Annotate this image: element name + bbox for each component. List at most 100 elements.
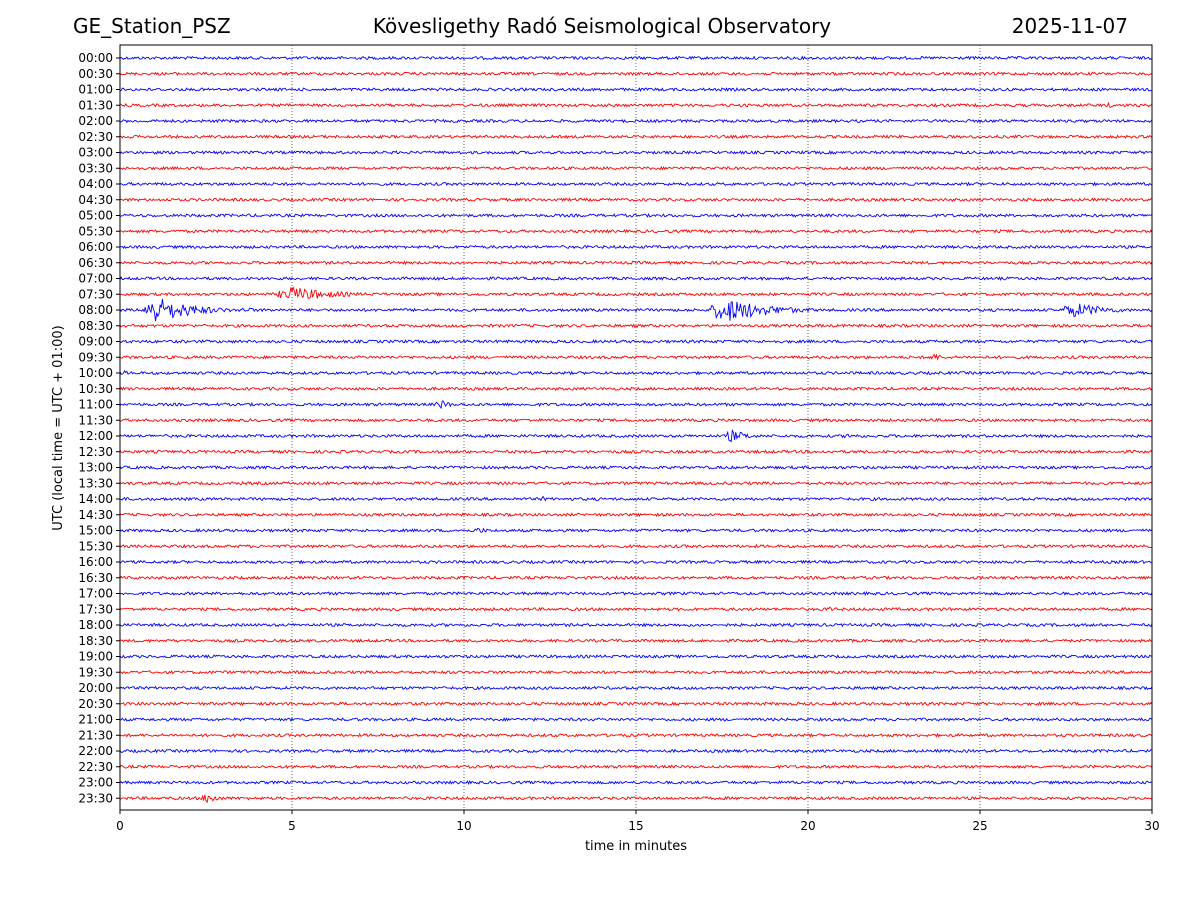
y-tick-label-09:30: 09:30 (78, 350, 113, 364)
trace-row-11:30 (119, 417, 1153, 423)
trace-row-07:00 (119, 276, 1153, 282)
trace-row-17:00 (119, 591, 1153, 597)
y-tick-label-15:00: 15:00 (78, 524, 113, 538)
y-tick-label-11:30: 11:30 (78, 413, 113, 427)
trace-row-13:30 (119, 480, 1153, 486)
y-tick-label-08:00: 08:00 (78, 303, 113, 317)
y-tick-label-22:00: 22:00 (78, 744, 113, 758)
trace-row-05:30 (119, 228, 1153, 234)
trace-row-16:30 (119, 575, 1153, 581)
trace-row-09:30 (119, 353, 1153, 361)
trace-row-21:30 (119, 732, 1153, 738)
y-tick-label-11:00: 11:00 (78, 398, 113, 412)
trace-row-02:00 (119, 118, 1153, 124)
y-tick-label-02:00: 02:00 (78, 114, 113, 128)
y-tick-label-03:00: 03:00 (78, 146, 113, 160)
y-tick-label-14:30: 14:30 (78, 508, 113, 522)
trace-row-18:00 (119, 622, 1153, 628)
trace-row-08:00 (119, 298, 1153, 322)
y-tick-label-04:00: 04:00 (78, 177, 113, 191)
y-tick-label-19:00: 19:00 (78, 650, 113, 664)
y-tick-label-02:30: 02:30 (78, 130, 113, 144)
y-tick-label-05:30: 05:30 (78, 224, 113, 238)
trace-row-23:30 (119, 794, 1153, 804)
y-tick-label-16:00: 16:00 (78, 555, 113, 569)
y-tick-label-23:00: 23:00 (78, 776, 113, 790)
y-tick-label-06:30: 06:30 (78, 256, 113, 270)
trace-row-07:30 (119, 286, 1153, 299)
trace-row-05:00 (119, 212, 1153, 218)
observatory-title: Kövesligethy Radó Seismological Observat… (372, 14, 832, 38)
y-tick-label-20:30: 20:30 (78, 697, 113, 711)
trace-row-15:00 (119, 527, 1153, 534)
trace-row-00:00 (119, 55, 1153, 61)
trace-row-12:30 (119, 449, 1153, 455)
trace-row-01:00 (119, 87, 1153, 92)
trace-row-14:00 (119, 495, 1153, 502)
y-tick-label-16:30: 16:30 (78, 571, 113, 585)
y-tick-label-22:30: 22:30 (78, 760, 113, 774)
trace-row-22:30 (119, 764, 1153, 770)
trace-row-22:00 (119, 748, 1153, 754)
y-tick-label-14:00: 14:00 (78, 492, 113, 506)
trace-row-17:30 (119, 606, 1153, 612)
x-tick-label-30: 30 (1144, 819, 1159, 833)
trace-row-02:30 (119, 134, 1153, 140)
trace-row-16:00 (119, 559, 1153, 565)
y-tick-label-05:00: 05:00 (78, 209, 113, 223)
x-axis-label: time in minutes (585, 839, 687, 854)
trace-row-06:00 (119, 244, 1153, 250)
x-tick-label-10: 10 (456, 819, 471, 833)
y-tick-label-00:00: 00:00 (78, 51, 113, 65)
trace-row-13:00 (119, 465, 1153, 471)
x-tick-label-20: 20 (800, 819, 815, 833)
y-tick-label-20:00: 20:00 (78, 681, 113, 695)
trace-row-20:30 (119, 701, 1153, 707)
y-tick-label-21:00: 21:00 (78, 713, 113, 727)
trace-row-10:00 (119, 369, 1153, 376)
grid-lines (291, 45, 981, 810)
trace-row-04:00 (119, 181, 1153, 187)
y-tick-label-12:30: 12:30 (78, 445, 113, 459)
y-tick-label-04:30: 04:30 (78, 193, 113, 207)
trace-row-04:30 (119, 197, 1153, 203)
y-tick-label-17:30: 17:30 (78, 602, 113, 616)
y-tick-label-23:30: 23:30 (78, 791, 113, 805)
station-label: GE_Station_PSZ (73, 14, 231, 38)
y-tick-label-21:30: 21:30 (78, 728, 113, 742)
y-tick-label-01:00: 01:00 (78, 83, 113, 97)
trace-row-03:00 (119, 150, 1153, 155)
x-axis-ticks: 0 5 10 15 20 25 30 (116, 810, 1160, 833)
y-tick-label-09:00: 09:00 (78, 335, 113, 349)
y-tick-label-19:30: 19:30 (78, 665, 113, 679)
x-tick-label-5: 5 (288, 819, 296, 833)
trace-row-08:30 (119, 323, 1153, 329)
y-axis-label: UTC (local time = UTC + 01:00) (51, 325, 66, 530)
trace-row-18:30 (119, 638, 1153, 644)
y-tick-label-12:00: 12:00 (78, 429, 113, 443)
x-tick-label-25: 25 (972, 819, 987, 833)
trace-row-01:30 (119, 101, 1153, 108)
x-tick-label-0: 0 (116, 819, 124, 833)
trace-row-21:00 (119, 717, 1153, 722)
trace-row-03:30 (119, 165, 1153, 171)
y-tick-label-13:00: 13:00 (78, 461, 113, 475)
y-tick-label-18:30: 18:30 (78, 634, 113, 648)
y-tick-label-06:00: 06:00 (78, 240, 113, 254)
trace-row-06:30 (119, 260, 1153, 266)
y-tick-label-17:00: 17:00 (78, 587, 113, 601)
seismic-traces (119, 55, 1153, 804)
trace-row-11:00 (119, 400, 1153, 410)
trace-row-15:30 (119, 543, 1153, 549)
y-tick-label-08:30: 08:30 (78, 319, 113, 333)
y-tick-label-00:30: 00:30 (78, 67, 113, 81)
y-tick-label-13:30: 13:30 (78, 476, 113, 490)
trace-row-10:30 (119, 386, 1153, 392)
y-tick-label-01:30: 01:30 (78, 98, 113, 112)
trace-row-19:00 (119, 654, 1153, 660)
trace-row-20:00 (119, 685, 1153, 691)
trace-row-23:00 (119, 780, 1153, 786)
y-tick-label-07:30: 07:30 (78, 287, 113, 301)
